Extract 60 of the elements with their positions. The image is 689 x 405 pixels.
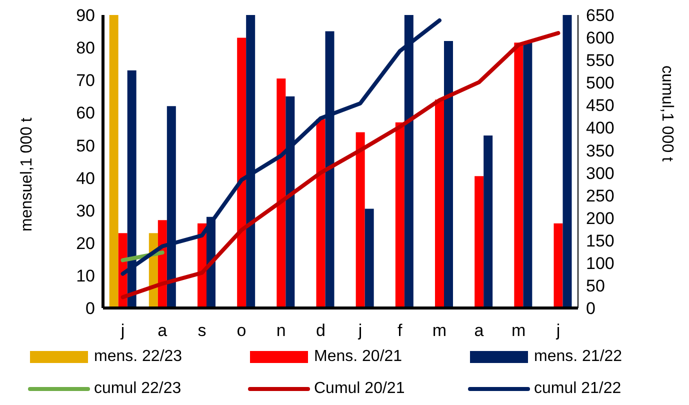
- y-tick-label: 30: [76, 201, 95, 220]
- y2-tick-label: 300: [586, 164, 614, 183]
- bar: [562, 15, 572, 308]
- legend-label: mens. 22/23: [94, 348, 182, 366]
- y-axis-title: mensuel,1 000 t: [18, 117, 36, 232]
- bar: [444, 41, 453, 308]
- y2-tick-label: 50: [586, 276, 605, 296]
- x-tick-label: s: [198, 321, 206, 340]
- bar: [237, 38, 246, 308]
- y-tick-label: 60: [76, 104, 95, 123]
- bar: [356, 132, 365, 308]
- bar: [523, 42, 532, 308]
- x-tick-label: o: [236, 321, 246, 340]
- y2-tick-label: 550: [586, 51, 614, 70]
- x-tick-label: n: [276, 321, 286, 340]
- legend-label: Cumul 20/21: [314, 380, 405, 398]
- line-series: [120, 31, 560, 300]
- y2-tick-label: 600: [586, 28, 614, 48]
- x-tick-label: j: [120, 321, 125, 340]
- y2-tick-label: 500: [586, 74, 614, 93]
- x-tick-label: a: [474, 321, 484, 340]
- y2-tick-label: 650: [586, 6, 614, 26]
- y2-tick-label: 0: [586, 299, 596, 318]
- legend-label: Mens. 20/21: [314, 348, 402, 366]
- bar: [484, 135, 493, 308]
- legend-label: cumul 21/22: [534, 380, 622, 398]
- y2-tick-label: 400: [586, 118, 614, 138]
- y-tick-label: 40: [76, 168, 95, 188]
- x-tick-label: a: [158, 321, 168, 340]
- bar: [395, 122, 404, 308]
- y2-tick-label: 250: [586, 186, 614, 206]
- x-tick-label: d: [316, 321, 326, 340]
- y2-axis-title: cumul,1 000 t: [658, 65, 676, 162]
- bar: [554, 223, 563, 308]
- y-tick-label: 80: [76, 38, 95, 58]
- y2-tick-label: 200: [586, 208, 614, 228]
- y2-tick-label: 100: [586, 254, 614, 273]
- y2-tick-label: 150: [586, 231, 614, 250]
- x-tick-label: m: [512, 321, 526, 340]
- y2-tick-label: 350: [586, 141, 614, 160]
- bar: [316, 119, 326, 308]
- y-tick-label: 0: [86, 299, 95, 318]
- x-tick-label: j: [357, 321, 362, 340]
- y-tick-label: 20: [76, 234, 95, 253]
- bar: [364, 208, 374, 308]
- x-tick-label: m: [432, 321, 447, 340]
- x-tick-label: f: [398, 321, 403, 340]
- y2-tick-label: 450: [586, 96, 614, 116]
- y-tick-label: 70: [76, 71, 95, 90]
- bar: [514, 42, 524, 308]
- bar: [435, 100, 444, 308]
- bar: [276, 78, 286, 308]
- y-tick-label: 10: [76, 266, 95, 286]
- y-tick-label: 90: [76, 6, 95, 26]
- legend-label: mens. 21/22: [534, 348, 622, 366]
- x-tick-label: j: [555, 321, 560, 340]
- y-tick-label: 50: [76, 136, 95, 156]
- bar: [109, 15, 118, 308]
- legend-label: cumul 22/23: [94, 380, 182, 398]
- bar: [474, 176, 484, 308]
